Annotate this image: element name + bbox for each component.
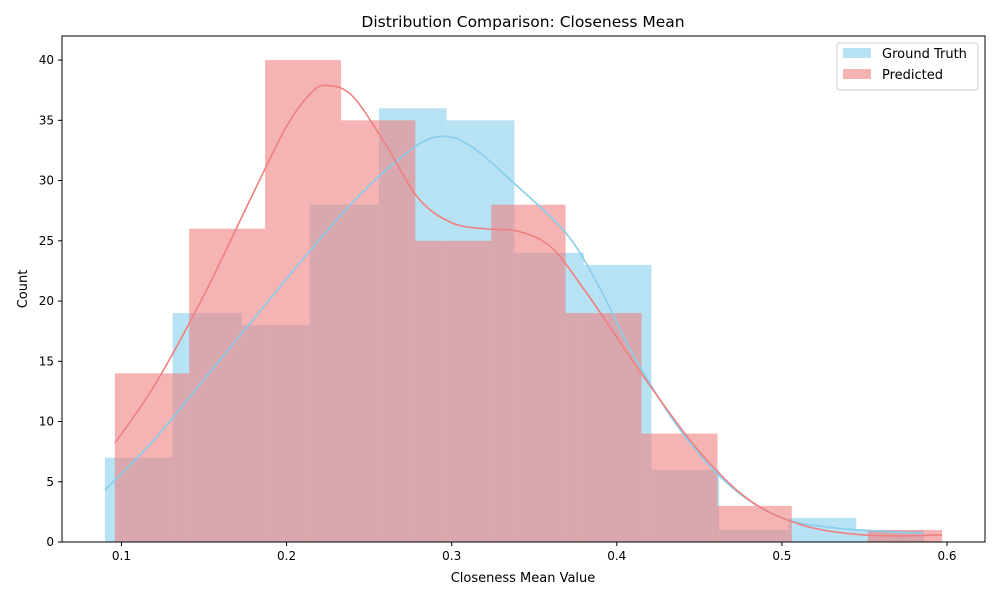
y-tick-label: 5 <box>46 475 54 489</box>
y-axis: 0 5 10 15 20 25 30 35 40 <box>39 53 62 549</box>
bar-predicted-3 <box>341 120 416 542</box>
x-tick-label: 0.3 <box>442 549 461 563</box>
legend-swatch-predicted <box>843 69 871 79</box>
y-tick-label: 10 <box>39 415 54 429</box>
y-tick-label: 20 <box>39 294 54 308</box>
bar-predicted-0 <box>114 373 190 542</box>
x-tick-label: 0.4 <box>607 549 626 563</box>
bar-predicted-1 <box>189 228 266 542</box>
y-tick-label: 25 <box>39 234 54 248</box>
y-tick-label: 15 <box>39 354 54 368</box>
plot-area <box>104 60 943 543</box>
y-axis-label: Count <box>16 270 31 309</box>
legend: Ground Truth Predicted <box>836 42 979 91</box>
x-tick-label: 0.5 <box>772 549 791 563</box>
x-axis: 0.1 0.2 0.3 0.4 0.5 0.6 <box>112 542 957 563</box>
y-tick-label: 0 <box>46 535 54 549</box>
bar-predicted-5 <box>491 204 566 542</box>
legend-label-predicted: Predicted <box>882 68 943 83</box>
series-predicted <box>114 60 943 543</box>
bar-predicted-8 <box>717 505 792 542</box>
bar-predicted-7 <box>641 433 718 542</box>
y-tick-label: 30 <box>39 174 54 188</box>
x-tick-label: 0.1 <box>112 549 131 563</box>
chart-title: Distribution Comparison: Closeness Mean <box>361 13 684 31</box>
x-tick-label: 0.6 <box>937 549 956 563</box>
bar-predicted-6 <box>565 313 642 542</box>
legend-label-ground-truth: Ground Truth <box>882 47 967 62</box>
x-tick-label: 0.2 <box>277 549 296 563</box>
bar-predicted-2 <box>265 60 342 542</box>
bar-predicted-4 <box>415 240 492 543</box>
y-tick-label: 40 <box>39 53 54 67</box>
plot-frame <box>61 35 986 543</box>
y-tick-label: 35 <box>39 113 54 127</box>
kde-line-predicted <box>114 84 943 537</box>
legend-box <box>836 42 979 91</box>
x-axis-label: Closeness Mean Value <box>451 571 596 586</box>
legend-swatch-ground-truth <box>843 48 871 58</box>
